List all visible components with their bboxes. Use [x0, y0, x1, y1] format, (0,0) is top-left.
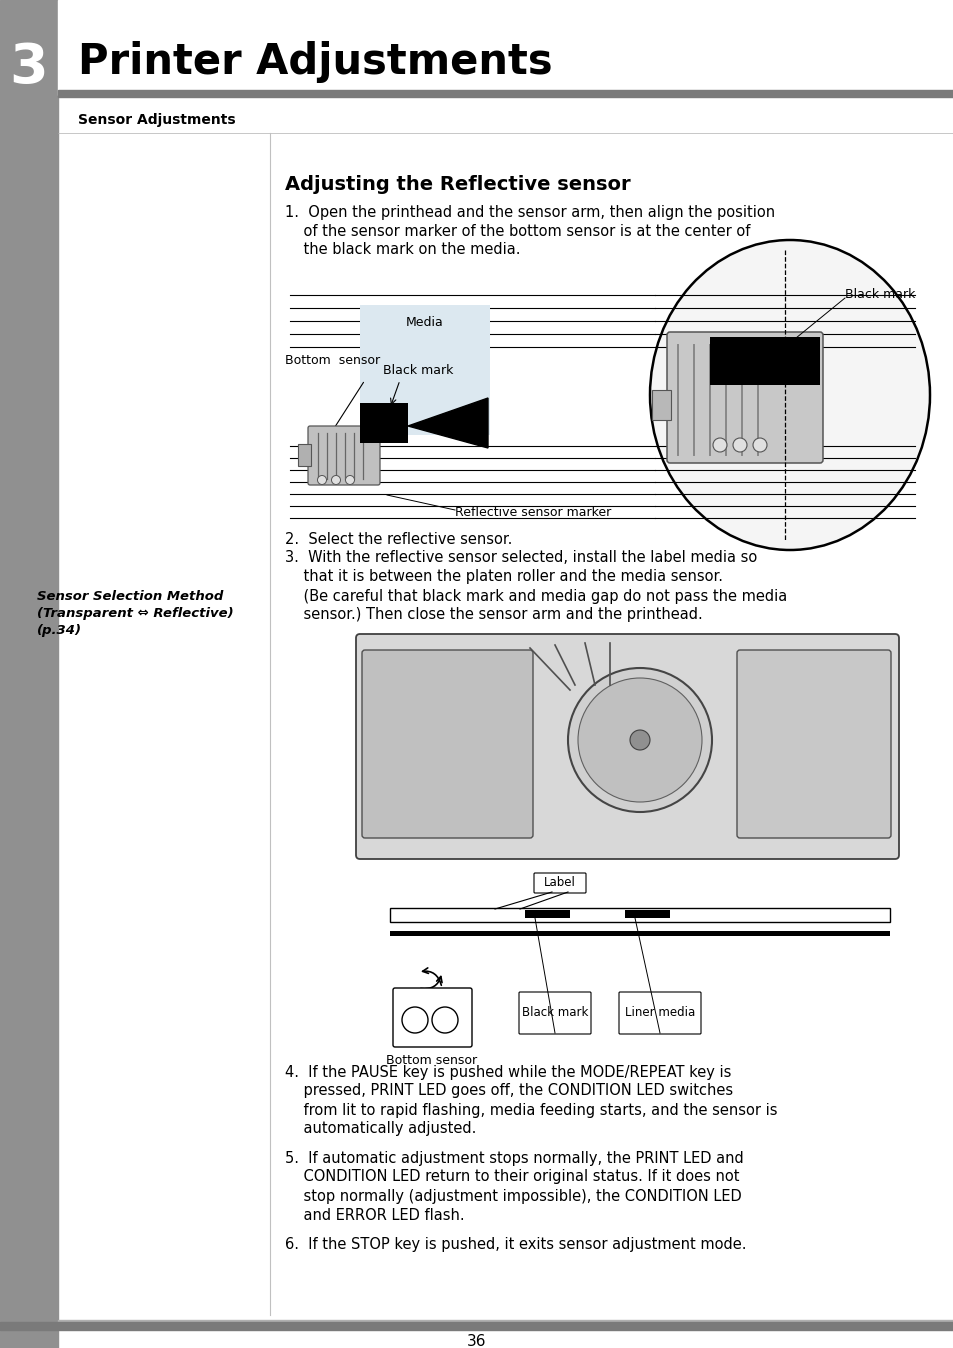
Text: from lit to rapid flashing, media feeding starts, and the sensor is: from lit to rapid flashing, media feedin…: [285, 1103, 777, 1117]
Bar: [297, 443, 311, 466]
Bar: [58, 0, 953, 94]
Text: the black mark on the media.: the black mark on the media.: [285, 243, 520, 257]
Bar: [390, 909, 889, 922]
FancyBboxPatch shape: [737, 650, 890, 838]
Text: Black mark: Black mark: [382, 364, 453, 376]
Circle shape: [331, 476, 340, 484]
FancyBboxPatch shape: [355, 634, 898, 859]
FancyBboxPatch shape: [618, 992, 700, 1034]
Text: 4.  If the PAUSE key is pushed while the MODE/REPEAT key is: 4. If the PAUSE key is pushed while the …: [285, 1065, 731, 1080]
Text: Sensor Selection Method
(Transparent ⇔ Reflective)
(p.34): Sensor Selection Method (Transparent ⇔ R…: [36, 590, 233, 638]
Bar: [359, 403, 408, 443]
Text: 1.  Open the printhead and the sensor arm, then align the position: 1. Open the printhead and the sensor arm…: [285, 205, 774, 220]
Bar: [58, 90, 953, 97]
Text: 36: 36: [467, 1335, 486, 1348]
Circle shape: [432, 1007, 457, 1033]
Circle shape: [629, 731, 649, 749]
Text: 3: 3: [10, 40, 49, 94]
FancyBboxPatch shape: [361, 650, 533, 838]
Text: Bottom  sensor: Bottom sensor: [285, 353, 379, 367]
Circle shape: [317, 476, 326, 484]
Circle shape: [401, 1007, 428, 1033]
Polygon shape: [408, 398, 488, 448]
Bar: [0, 0, 58, 1348]
Bar: [524, 910, 569, 918]
Circle shape: [732, 438, 746, 452]
Text: that it is between the platen roller and the media sensor.: that it is between the platen roller and…: [285, 569, 722, 585]
FancyBboxPatch shape: [308, 426, 379, 485]
Text: pressed, PRINT LED goes off, the CONDITION LED switches: pressed, PRINT LED goes off, the CONDITI…: [285, 1084, 732, 1099]
Text: Sensor Adjustments: Sensor Adjustments: [78, 113, 235, 127]
Bar: [390, 931, 889, 936]
Text: Bottom sensor: Bottom sensor: [386, 1054, 477, 1066]
Text: Liner media: Liner media: [624, 1007, 695, 1019]
Text: Adjusting the Reflective sensor: Adjusting the Reflective sensor: [285, 175, 630, 194]
Bar: [651, 390, 670, 421]
Text: sensor.) Then close the sensor arm and the printhead.: sensor.) Then close the sensor arm and t…: [285, 608, 702, 623]
Circle shape: [712, 438, 726, 452]
Ellipse shape: [649, 240, 929, 550]
Text: and ERROR LED flash.: and ERROR LED flash.: [285, 1208, 464, 1223]
Text: Black mark: Black mark: [521, 1007, 588, 1019]
Text: Printer Adjustments: Printer Adjustments: [78, 40, 552, 84]
Text: Label: Label: [543, 876, 576, 890]
Bar: [359, 305, 490, 435]
Text: 2.  Select the reflective sensor.: 2. Select the reflective sensor.: [285, 532, 512, 547]
FancyBboxPatch shape: [518, 992, 590, 1034]
Bar: [58, 1320, 953, 1322]
Text: Black mark: Black mark: [844, 288, 915, 302]
Text: Media: Media: [406, 317, 443, 329]
Text: 6.  If the STOP key is pushed, it exits sensor adjustment mode.: 6. If the STOP key is pushed, it exits s…: [285, 1236, 745, 1251]
Bar: [709, 337, 820, 386]
FancyBboxPatch shape: [534, 874, 585, 892]
Text: 5.  If automatic adjustment stops normally, the PRINT LED and: 5. If automatic adjustment stops normall…: [285, 1150, 743, 1166]
Text: automatically adjusted.: automatically adjusted.: [285, 1122, 476, 1136]
Bar: [624, 910, 669, 918]
Text: Reflective sensor marker: Reflective sensor marker: [455, 507, 611, 519]
Circle shape: [345, 476, 355, 484]
Text: (Be careful that black mark and media gap do not pass the media: (Be careful that black mark and media ga…: [285, 589, 786, 604]
Circle shape: [578, 678, 701, 802]
Bar: [0, 1322, 953, 1330]
Text: 3.  With the reflective sensor selected, install the label media so: 3. With the reflective sensor selected, …: [285, 550, 757, 566]
Text: stop normally (adjustment impossible), the CONDITION LED: stop normally (adjustment impossible), t…: [285, 1189, 741, 1204]
Text: of the sensor marker of the bottom sensor is at the center of: of the sensor marker of the bottom senso…: [285, 224, 750, 239]
FancyBboxPatch shape: [393, 988, 472, 1047]
FancyBboxPatch shape: [666, 332, 822, 462]
Circle shape: [752, 438, 766, 452]
Text: CONDITION LED return to their original status. If it does not: CONDITION LED return to their original s…: [285, 1170, 739, 1185]
Circle shape: [567, 669, 711, 811]
